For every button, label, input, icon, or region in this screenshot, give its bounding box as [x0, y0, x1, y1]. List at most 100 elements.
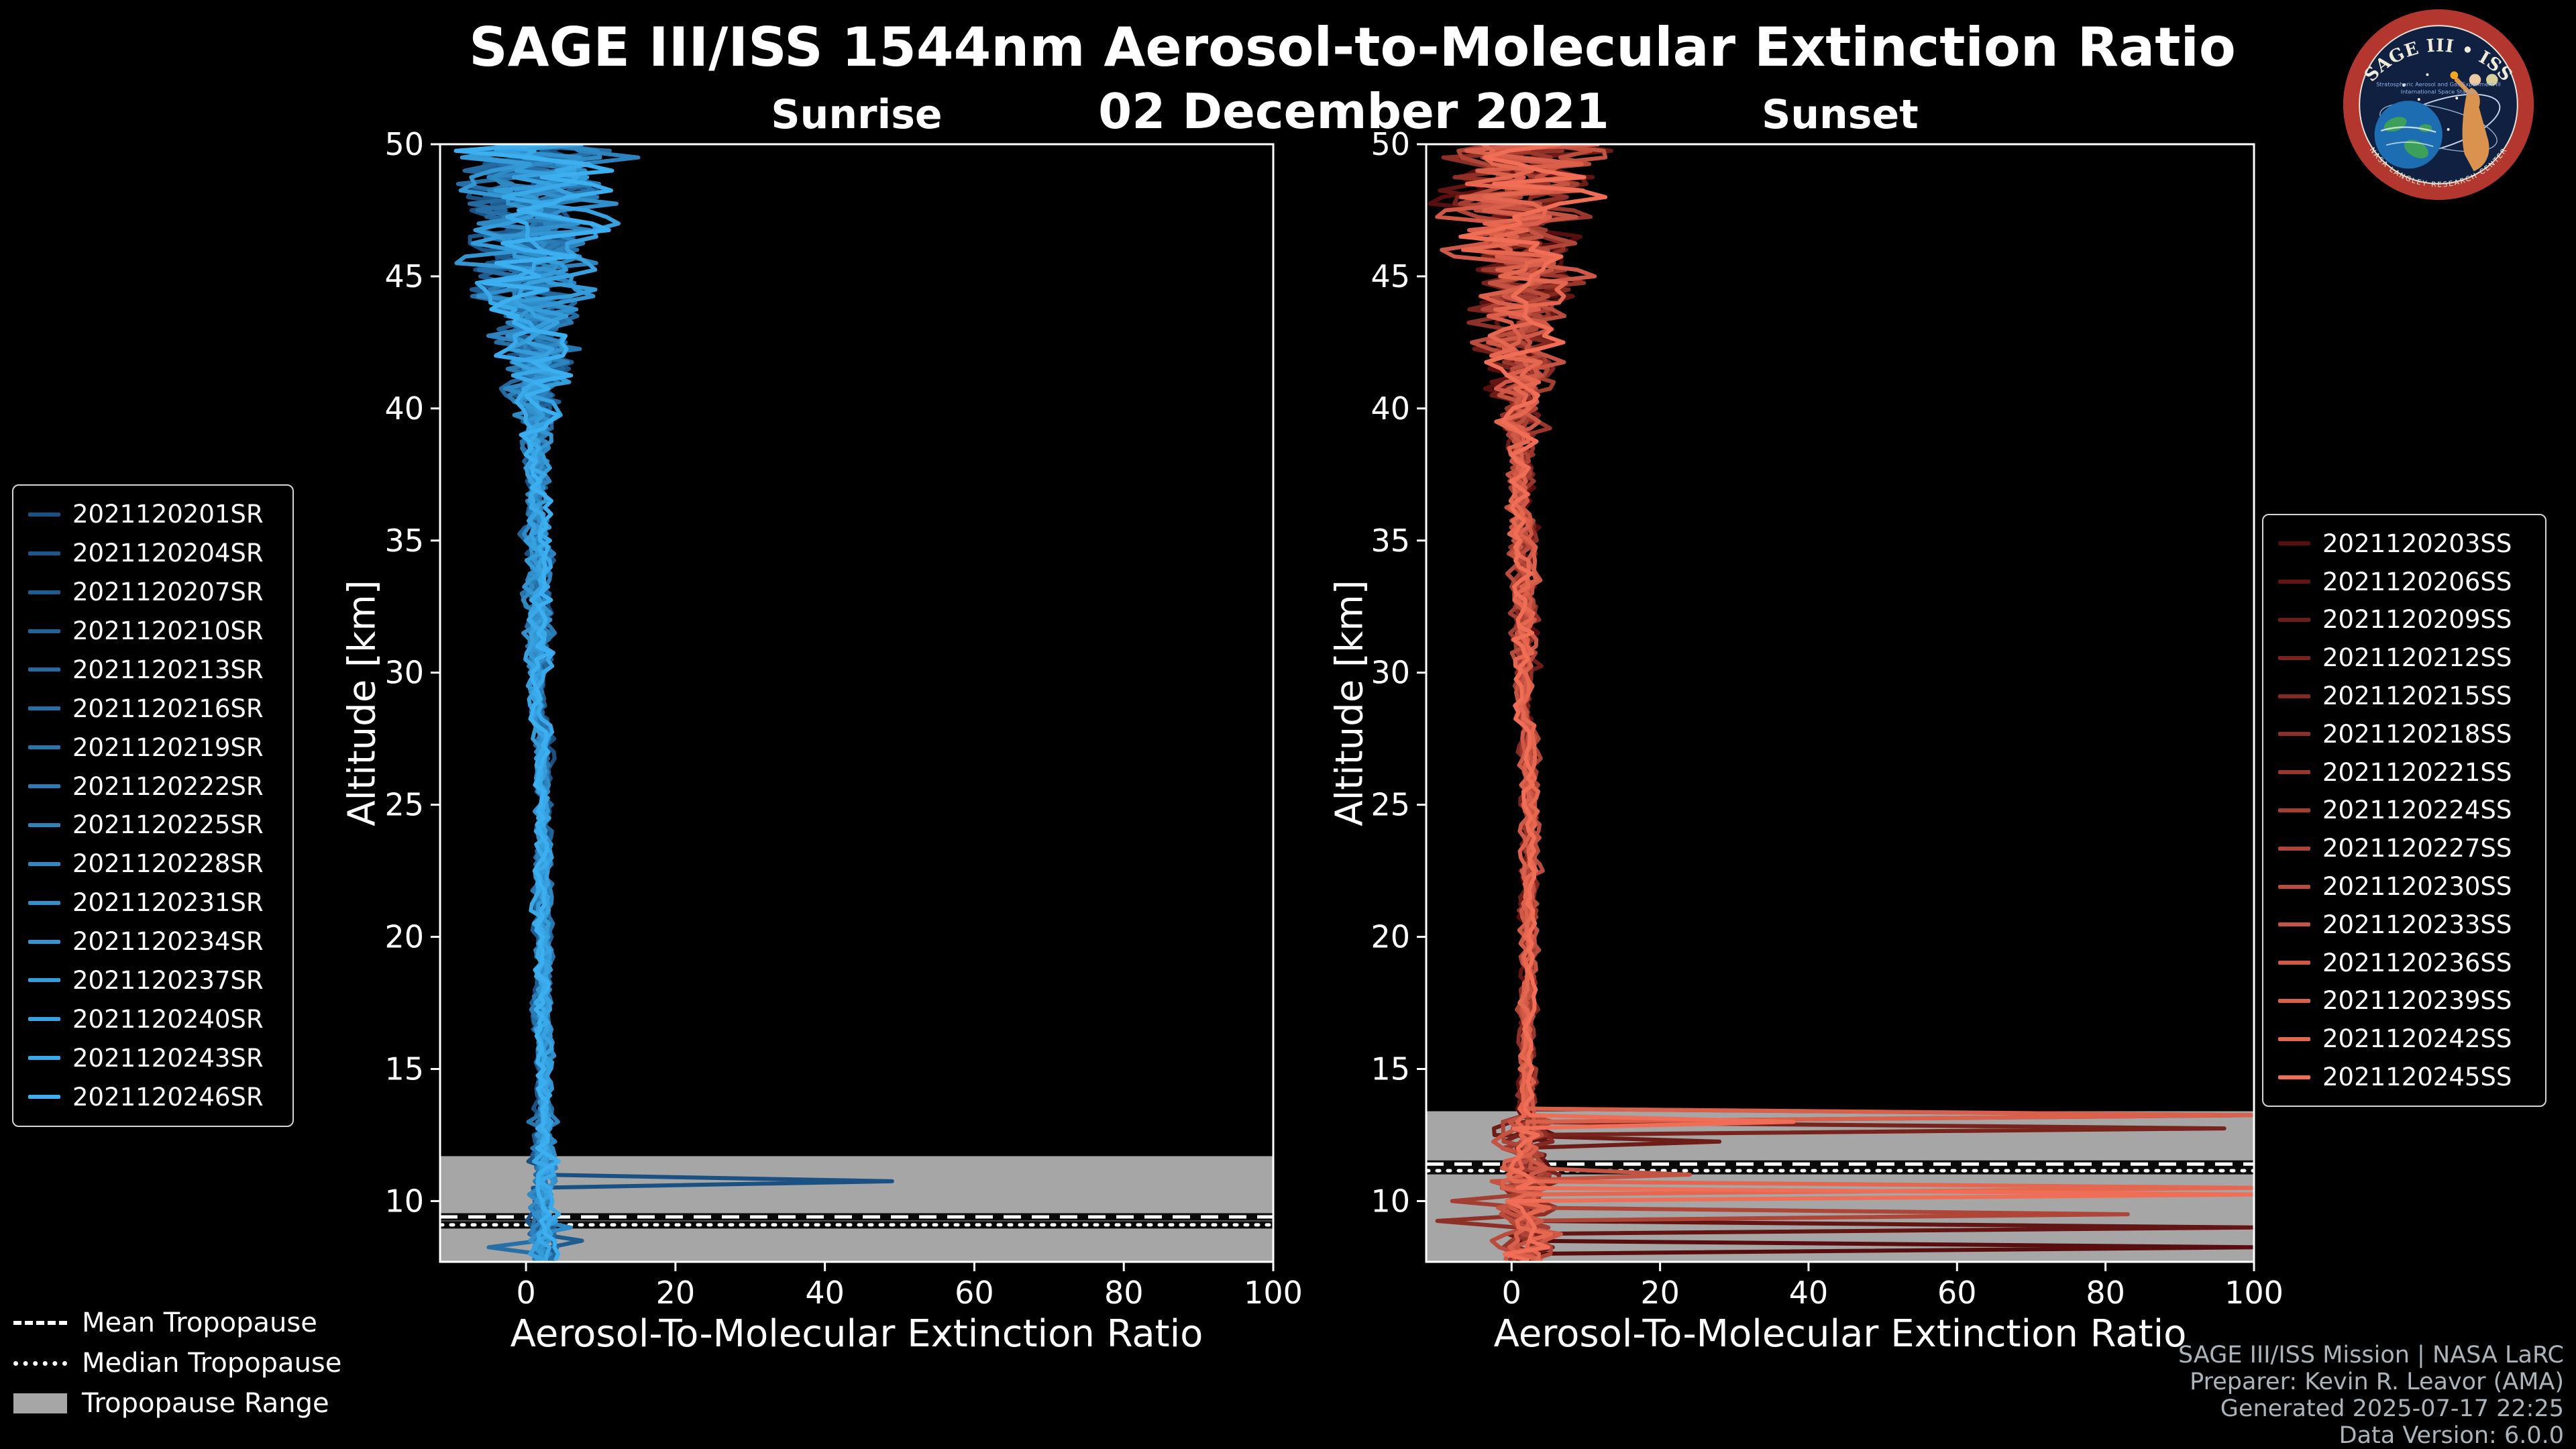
legend-line-swatch: [28, 1095, 60, 1099]
legend-label: 2021120234SR: [72, 927, 264, 957]
tropopause-range-label: Tropopause Range: [82, 1388, 329, 1419]
legend-label: 2021120239SS: [2322, 986, 2512, 1016]
x-tick-label: 40: [1789, 1275, 1829, 1311]
robed-figure: [2462, 87, 2489, 172]
legend-item-2021120219SR: 2021120219SR: [28, 733, 278, 762]
y-tick-label: 15: [384, 1051, 424, 1087]
legend-label: 2021120215SS: [2322, 682, 2512, 711]
legend-label: 2021120237SR: [72, 965, 264, 995]
sunrise-axes-frame: [439, 143, 1275, 1263]
x-tick-label: 80: [2086, 1275, 2125, 1311]
legend-line-swatch: [2278, 1075, 2310, 1079]
sage-iss-logo: SAGE III • ISS Stratospheric Aerosol and…: [2341, 7, 2536, 203]
legend-item-2021120210SR: 2021120210SR: [28, 616, 278, 645]
y-tick-label: 10: [384, 1183, 424, 1219]
x-tick-label: 40: [805, 1275, 845, 1311]
tropopause-legend: Mean Tropopause Median Tropopause Tropop…: [13, 1307, 341, 1419]
legend-item-2021120245SS: 2021120245SS: [2278, 1063, 2530, 1091]
x-tick-label: 60: [1937, 1275, 1977, 1311]
legend-line-swatch: [28, 784, 60, 789]
y-tick-label: 15: [1371, 1051, 1410, 1087]
sunrise-plot-area: [440, 144, 1273, 1262]
legend-label: 2021120206SS: [2322, 567, 2512, 596]
credit-data-version: Data Version: 6.0.0: [2339, 1422, 2564, 1449]
legend-label: 2021120207SR: [72, 578, 264, 607]
legend-label: 2021120216SR: [72, 694, 264, 723]
x-tick-label: 60: [955, 1275, 994, 1311]
sunrise-x-axis-label: Aerosol-To-Molecular Extinction Ratio: [510, 1312, 1203, 1356]
legend-item-2021120207SR: 2021120207SR: [28, 578, 278, 606]
legend-line-swatch: [28, 900, 60, 905]
y-tick-label: 20: [384, 919, 424, 955]
legend-line-swatch: [2278, 732, 2310, 737]
legend-item-2021120221SS: 2021120221SS: [2278, 758, 2530, 787]
legend-label: 2021120240SR: [72, 1004, 264, 1034]
legend-item-2021120204SR: 2021120204SR: [28, 539, 278, 568]
moon-icon: [2486, 74, 2498, 86]
legend-item-2021120237SR: 2021120237SR: [28, 966, 278, 995]
x-tick-label: 20: [656, 1275, 696, 1311]
credit-preparer: Preparer: Kevin R. Leavor (AMA): [2190, 1368, 2564, 1395]
y-tick-label: 25: [384, 787, 424, 823]
legend-item-2021120246SR: 2021120246SR: [28, 1083, 278, 1112]
profile-2021120221SS: [1481, 144, 2254, 1262]
dotted-line-swatch: [13, 1360, 67, 1366]
legend-line-swatch: [2278, 655, 2310, 660]
legend-item-2021120236SS: 2021120236SS: [2278, 949, 2530, 977]
tropopause-range-legend-row: Tropopause Range: [13, 1388, 341, 1419]
legend-label: 2021120222SR: [72, 771, 264, 801]
legend-label: 2021120233SS: [2322, 910, 2512, 939]
legend-label: 2021120246SR: [72, 1082, 264, 1112]
date-subtitle: 02 December 2021: [1098, 83, 1609, 140]
legend-label: 2021120236SS: [2322, 948, 2512, 977]
legend-label: 2021120224SS: [2322, 796, 2512, 825]
legend-label: 2021120213SR: [72, 655, 264, 684]
legend-label: 2021120201SR: [72, 500, 264, 529]
legend-item-2021120201SR: 2021120201SR: [28, 500, 278, 529]
torch-flame: [2450, 71, 2459, 80]
y-tick-label: 30: [1371, 655, 1410, 691]
gray-band-swatch: [13, 1393, 67, 1413]
legend-label: 2021120230SS: [2322, 872, 2512, 902]
legend-item-2021120243SR: 2021120243SR: [28, 1044, 278, 1073]
legend-item-2021120216SR: 2021120216SR: [28, 694, 278, 723]
legend-label: 2021120210SR: [72, 616, 264, 646]
y-tick-label: 40: [1371, 390, 1410, 427]
legend-item-2021120224SS: 2021120224SS: [2278, 796, 2530, 824]
legend-label: 2021120228SR: [72, 849, 264, 879]
figure-head: [2469, 74, 2481, 86]
legend-line-swatch: [28, 667, 60, 672]
sunset-y-axis-label: Altitude [km]: [1328, 580, 1372, 826]
profile-2021120246SR: [453, 144, 614, 1262]
y-tick-label: 25: [1371, 787, 1410, 823]
sage-iss-logo-graphic: SAGE III • ISS Stratospheric Aerosol and…: [2343, 9, 2534, 201]
legend-line-swatch: [28, 590, 60, 594]
legend-item-2021120209SS: 2021120209SS: [2278, 605, 2530, 634]
legend-line-swatch: [2278, 998, 2310, 1003]
dashed-line-swatch: [13, 1321, 67, 1325]
y-tick-label: 35: [1371, 523, 1410, 559]
legend-line-swatch: [2278, 961, 2310, 965]
legend-item-2021120225SR: 2021120225SR: [28, 810, 278, 839]
y-tick-label: 20: [1371, 919, 1410, 955]
legend-label: 2021120245SS: [2322, 1063, 2512, 1092]
logo-subtitle-text: Stratospheric Aerosol and Gas Experiment…: [2376, 81, 2500, 88]
legend-label: 2021120221SS: [2322, 757, 2512, 787]
legend-label: 2021120219SR: [72, 733, 264, 762]
x-tick-label: 100: [2224, 1275, 2284, 1311]
legend-item-2021120240SR: 2021120240SR: [28, 1005, 278, 1034]
x-tick-label: 80: [1104, 1275, 1144, 1311]
median-tropopause-legend-row: Median Tropopause: [13, 1348, 341, 1379]
legend-line-swatch: [2278, 541, 2310, 546]
y-tick-label: 45: [384, 258, 424, 294]
legend-label: 2021120209SS: [2322, 605, 2512, 635]
legend-line-swatch: [28, 745, 60, 750]
sunset-axes-frame: [1425, 143, 2255, 1263]
logo-subtitle2-text: International Space Station: [2401, 88, 2477, 95]
legend-line-swatch: [2278, 770, 2310, 775]
y-tick-label: 40: [384, 390, 424, 427]
sunset-x-axis-label: Aerosol-To-Molecular Extinction Ratio: [1493, 1312, 2187, 1356]
legend-item-2021120203SS: 2021120203SS: [2278, 529, 2530, 558]
legend-item-2021120222SR: 2021120222SR: [28, 772, 278, 801]
legend-label: 2021120212SS: [2322, 643, 2512, 673]
